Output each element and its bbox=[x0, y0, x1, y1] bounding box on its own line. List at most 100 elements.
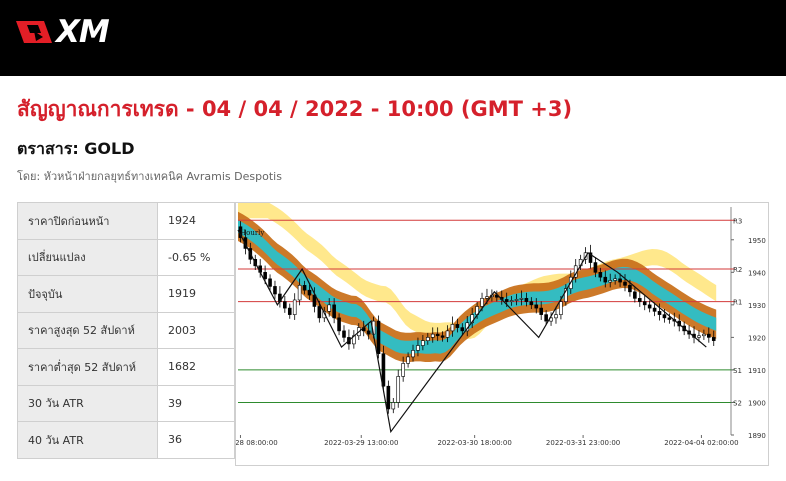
x-tick-label: 2022-03-29 13:00:00 bbox=[324, 439, 398, 447]
y-tick-label: 1900 bbox=[748, 399, 766, 407]
stat-label: ราคาปิดก่อนหน้า bbox=[17, 202, 158, 240]
candle-body bbox=[534, 304, 539, 309]
candle-body bbox=[283, 301, 287, 309]
level-label-r3: R3 bbox=[733, 217, 742, 225]
y-tick-label: 1950 bbox=[748, 237, 766, 245]
stat-value: 1682 bbox=[157, 348, 235, 386]
stat-value: -0.65 % bbox=[157, 238, 235, 276]
candle-body bbox=[332, 304, 336, 319]
timeframe-label: Hourly bbox=[240, 229, 264, 237]
stat-label: เปลี่ยนแปลง bbox=[17, 238, 158, 276]
candle-body bbox=[519, 298, 524, 300]
level-label-s2: S2 bbox=[733, 399, 742, 407]
price-chart: R3 R2 R1 S1 S2 1950 1940 1930 1920 1910 1900 1890 Ho… bbox=[235, 202, 769, 466]
candle-body bbox=[342, 330, 346, 338]
candle-body bbox=[406, 356, 410, 364]
candle-body bbox=[544, 314, 548, 322]
candle-body bbox=[287, 307, 292, 315]
level-label-s1: S1 bbox=[733, 367, 742, 375]
candle-body bbox=[376, 320, 381, 354]
table-row: เปลี่ยนแปลง -0.65 % bbox=[17, 238, 235, 276]
candle-body bbox=[485, 296, 489, 299]
candle-body bbox=[273, 286, 277, 295]
x-tick-label: 2022-03-31 23:00:00 bbox=[546, 439, 620, 447]
candle-body bbox=[421, 340, 425, 346]
candle-body bbox=[504, 299, 509, 302]
candle-body bbox=[667, 317, 672, 320]
candle-body bbox=[628, 285, 632, 293]
candle-body bbox=[440, 335, 445, 338]
stat-value: 36 bbox=[157, 421, 235, 459]
header-bar: XM bbox=[0, 0, 786, 76]
candle-body bbox=[327, 304, 332, 312]
candle-body bbox=[263, 272, 267, 280]
candle-body bbox=[637, 298, 642, 302]
author-byline: โดย: หัวหน้าฝ่ายกลยุทธ์ทางเทคนิค Avramis… bbox=[17, 170, 282, 183]
candle-body bbox=[302, 285, 307, 291]
candle-body bbox=[307, 289, 312, 296]
candle-body bbox=[514, 299, 519, 301]
y-tick-label: 1940 bbox=[748, 269, 766, 277]
x-tick-label: 2022-03-28 08:00:00 bbox=[236, 439, 278, 447]
page-title: สัญญาณการเทรด - 04 / 04 / 2022 - 10:00 (… bbox=[17, 97, 573, 121]
table-row: ปัจจุบัน 1919 bbox=[17, 275, 235, 313]
candle-body bbox=[426, 337, 430, 341]
candle-body bbox=[445, 330, 450, 338]
stat-label: ราคาต่ำสุด 52 สัปดาห์ bbox=[17, 348, 158, 386]
candle-body bbox=[623, 281, 627, 286]
candle-body bbox=[401, 363, 405, 377]
stat-label: 40 วัน ATR bbox=[17, 421, 158, 459]
candle-body bbox=[564, 288, 568, 302]
candle-body bbox=[593, 262, 598, 273]
candle-body bbox=[702, 333, 706, 337]
candle-body bbox=[386, 385, 391, 410]
xm-mark-icon bbox=[16, 21, 52, 43]
candle-body bbox=[633, 291, 637, 299]
candle-body bbox=[292, 299, 297, 315]
candle-body bbox=[317, 306, 322, 319]
candle-body bbox=[707, 333, 711, 338]
candle-body bbox=[430, 333, 435, 338]
y-tick-label: 1910 bbox=[748, 367, 766, 375]
candle-body bbox=[391, 402, 396, 410]
xm-logo[interactable]: XM bbox=[14, 14, 110, 50]
candle-body bbox=[662, 314, 667, 319]
candle-body bbox=[509, 300, 514, 302]
candle-body bbox=[480, 298, 484, 307]
stat-label: ราคาสูงสุด 52 สัปดาห์ bbox=[17, 311, 158, 349]
candle-body bbox=[711, 337, 716, 341]
candle-body bbox=[450, 324, 455, 332]
candle-body bbox=[381, 353, 386, 387]
table-row: ราคาต่ำสุด 52 สัปดาห์ 1682 bbox=[17, 348, 235, 386]
candle-body bbox=[618, 278, 622, 283]
candle-body bbox=[322, 311, 327, 319]
candle-body bbox=[337, 317, 341, 332]
candle-body bbox=[416, 345, 420, 351]
table-row: 30 วัน ATR 39 bbox=[17, 384, 235, 422]
table-row: ราคาปิดก่อนหน้า 1924 bbox=[17, 202, 235, 240]
candle-body bbox=[455, 324, 460, 328]
candle-body bbox=[608, 280, 613, 283]
stat-value: 39 bbox=[157, 384, 235, 422]
candle-body bbox=[539, 307, 543, 315]
candle-body bbox=[598, 272, 603, 278]
table-row: 40 วัน ATR 36 bbox=[17, 421, 235, 459]
logo-text: XM bbox=[56, 14, 110, 50]
zigzag-line bbox=[237, 229, 707, 434]
candle-body bbox=[657, 311, 662, 315]
candle-body bbox=[588, 252, 593, 263]
candle-body bbox=[529, 301, 534, 306]
candle-body bbox=[312, 294, 317, 307]
level-label-r1: R1 bbox=[733, 299, 742, 307]
candle-body bbox=[268, 278, 272, 287]
y-tick-label: 1890 bbox=[748, 432, 766, 440]
stat-value: 1924 bbox=[157, 202, 235, 240]
stat-label: ปัจจุบัน bbox=[17, 275, 158, 313]
y-tick-label: 1930 bbox=[748, 302, 766, 310]
table-row: ราคาสูงสุด 52 สัปดาห์ 2003 bbox=[17, 311, 235, 349]
candle-body bbox=[697, 335, 701, 338]
candle-body bbox=[647, 304, 652, 309]
candle-body bbox=[652, 307, 657, 312]
candle-body bbox=[411, 350, 415, 358]
candle-body bbox=[603, 276, 608, 283]
